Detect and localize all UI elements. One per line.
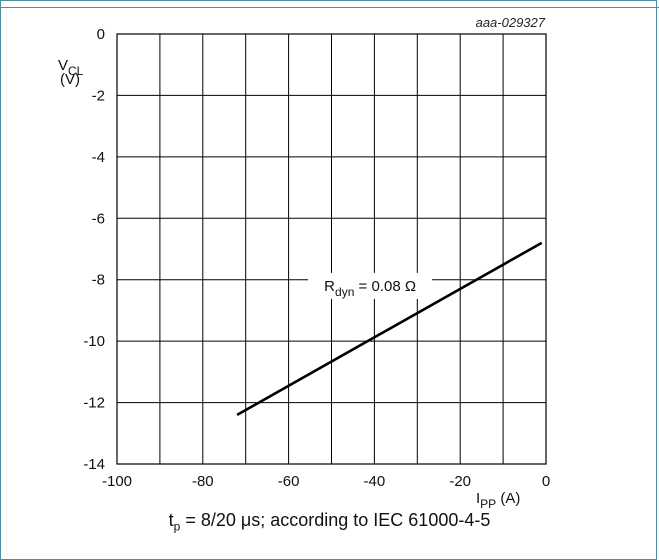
x-tick-label: -80: [192, 473, 214, 490]
x-tick-label: -40: [364, 473, 386, 490]
plot-area-border: [116, 33, 547, 465]
series-group: [236, 241, 543, 416]
caption-sub: p: [173, 519, 181, 534]
vcl-vs-ipp-chart: aaa-029327 -100 -80 -60 -40 -20 0 0 -2 -4 -6 -8 -1…: [58, 15, 550, 511]
y-tick-label: -6: [92, 210, 105, 227]
figure-caption: tp = 8/20 μs; according to IEC 61000-4-5: [0, 510, 659, 534]
series-line-rdyn: [236, 241, 543, 416]
x-axis-label: IPP (A): [476, 490, 520, 511]
x-axis-label-main: I: [476, 490, 480, 507]
y-tick-labels: 0 -2 -4 -6 -8 -10 -12 -14: [83, 26, 105, 473]
y-tick-label: 0: [97, 26, 105, 43]
caption-prefix: t: [168, 510, 174, 530]
grid: [117, 34, 546, 464]
y-tick-label: -12: [83, 395, 105, 412]
annotation-background: [308, 272, 433, 299]
y-tick-label: -8: [92, 272, 105, 289]
top-border: [0, 0, 659, 8]
x-tick-label: -100: [102, 473, 132, 490]
y-tick-label: -4: [92, 149, 105, 166]
y-tick-label: -10: [83, 333, 105, 350]
annotation-rdyn: Rdyn = 0.08 Ω: [308, 272, 433, 299]
annotation-rest: = 0.08 Ω: [354, 278, 416, 295]
x-tick-label: -60: [278, 473, 300, 490]
caption-rest: = 8/20 μs; according to IEC 61000-4-5: [180, 510, 491, 530]
x-axis-label-unit: (A): [496, 490, 520, 507]
annotation-sub: dyn: [335, 285, 354, 299]
y-axis-label: VCL: [58, 57, 84, 78]
figure-reference: aaa-029327: [476, 15, 546, 30]
y-tick-label: -14: [83, 456, 105, 473]
annotation-label: Rdyn = 0.08 Ω: [324, 278, 416, 299]
y-tick-label: -2: [92, 87, 105, 104]
y-axis-unit: (V): [60, 71, 80, 88]
x-tick-labels: -100 -80 -60 -40 -20 0: [102, 473, 550, 490]
y-axis-label-sub: CL: [68, 64, 84, 78]
x-tick-label: 0: [542, 473, 550, 490]
y-axis-label-main: V: [58, 57, 68, 74]
annotation-main: R: [324, 278, 335, 295]
x-tick-label: -20: [449, 473, 471, 490]
x-axis-label-sub: PP: [480, 497, 496, 511]
